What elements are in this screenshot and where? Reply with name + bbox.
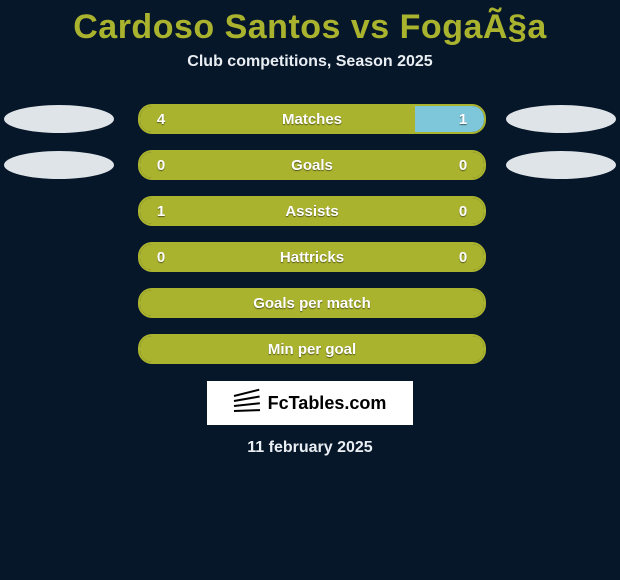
player-left-oval [4,105,114,133]
stat-rows: Matches41 Goals00 Assists10 Hattricks00 Goal… [0,105,620,363]
stat-row: Goals00 [0,151,620,179]
stat-row: Min per goal [0,335,620,363]
stat-bar-left-fill [140,244,484,270]
brand-logo-icon [234,393,260,413]
stat-bar: Goals00 [138,150,486,180]
stat-bar: Matches41 [138,104,486,134]
stat-bar-left-fill [140,336,484,362]
stat-bar-left-fill [140,106,415,132]
stat-bar: Hattricks00 [138,242,486,272]
page-title: Cardoso Santos vs FogaÃ§a [0,0,620,47]
player-left-oval [4,151,114,179]
player-right-oval [506,105,616,133]
stat-row: Goals per match [0,289,620,317]
stat-bar-left-fill [140,290,484,316]
player-right-oval [506,151,616,179]
stat-row: Assists10 [0,197,620,225]
stat-row: Matches41 [0,105,620,133]
brand-text: FcTables.com [268,393,387,414]
date-label: 11 february 2025 [0,439,620,457]
stat-bar: Assists10 [138,196,486,226]
stat-row: Hattricks00 [0,243,620,271]
stat-bar-right-fill [415,106,484,132]
page-subtitle: Club competitions, Season 2025 [0,53,620,71]
stat-bar: Min per goal [138,334,486,364]
comparison-infographic: Cardoso Santos vs FogaÃ§a Club competiti… [0,0,620,580]
stat-bar-left-fill [140,152,484,178]
brand-badge: FcTables.com [207,381,413,425]
stat-bar-left-fill [140,198,484,224]
stat-bar: Goals per match [138,288,486,318]
